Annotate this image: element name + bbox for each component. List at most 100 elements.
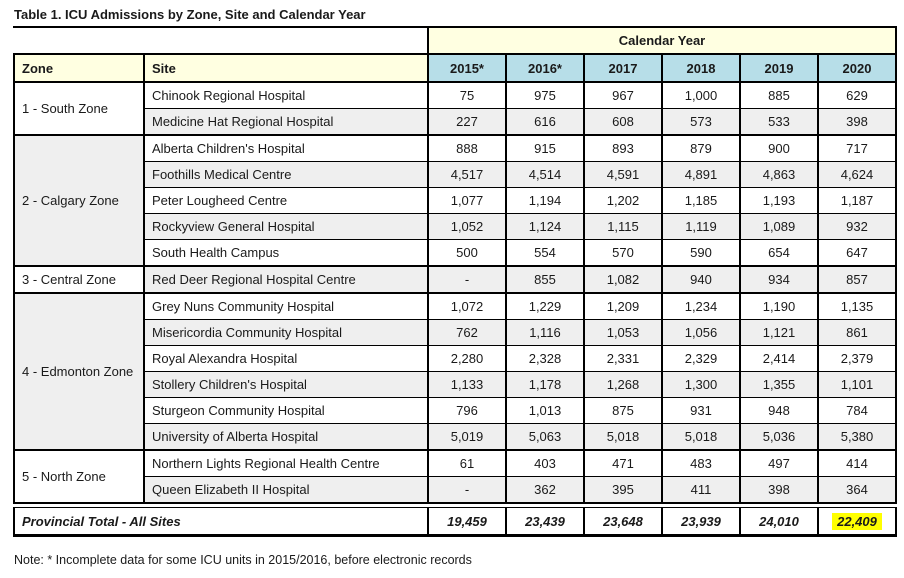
value-cell: 1,190: [739, 292, 819, 320]
zone-cell: 3 - Central Zone: [13, 265, 145, 294]
value-cell: 471: [583, 449, 663, 477]
value-cell: 5,019: [427, 423, 507, 450]
value-cell: 1,116: [505, 319, 585, 346]
value-cell: 1,229: [505, 292, 585, 320]
table-row: South Health Campus 500 554 570 590 654 …: [14, 239, 897, 266]
value-cell: 784: [817, 397, 897, 424]
value-cell: 855: [505, 265, 585, 293]
value-cell: 1,052: [427, 213, 507, 240]
total-value-cell: 23,439: [505, 507, 585, 537]
zone-cell: 2 - Calgary Zone: [13, 134, 145, 267]
site-column-header: Site: [143, 53, 429, 83]
site-cell: Northern Lights Regional Health Centre: [143, 449, 429, 477]
value-cell: 857: [817, 265, 897, 293]
table-row: 5 - North Zone Northern Lights Regional …: [13, 449, 897, 504]
table-row: Medicine Hat Regional Hospital 227 616 6…: [14, 108, 897, 135]
table-row: Stollery Children's Hospital 1,133 1,178…: [14, 371, 897, 398]
value-cell: 1,234: [661, 292, 741, 320]
corner-cell: [14, 28, 428, 54]
value-cell: 1,135: [817, 292, 897, 320]
value-cell: 2,328: [505, 345, 585, 372]
table-title: Table 1. ICU Admissions by Zone, Site an…: [13, 8, 897, 28]
value-cell: 1,178: [505, 371, 585, 398]
value-cell: 398: [817, 108, 897, 135]
value-cell: 893: [583, 134, 663, 162]
value-cell: 5,036: [739, 423, 819, 450]
value-cell: 364: [817, 476, 897, 504]
value-cell: 2,280: [427, 345, 507, 372]
value-cell: 570: [583, 239, 663, 266]
total-value-cell: 24,010: [739, 507, 819, 537]
value-cell: 948: [739, 397, 819, 424]
site-cell: Sturgeon Community Hospital: [143, 397, 429, 424]
value-cell: 1,101: [817, 371, 897, 398]
value-cell: 629: [817, 81, 897, 109]
value-cell: 879: [661, 134, 741, 162]
value-cell: 1,082: [583, 265, 663, 293]
value-cell: 1,133: [427, 371, 507, 398]
value-cell: 931: [661, 397, 741, 424]
calendar-year-header: Calendar Year: [427, 28, 897, 55]
value-cell: 1,300: [661, 371, 741, 398]
value-cell: 5,018: [661, 423, 741, 450]
zone-cell: 1 - South Zone: [13, 81, 145, 136]
value-cell: 875: [583, 397, 663, 424]
value-cell: 573: [661, 108, 741, 135]
icu-admissions-table: Calendar Year Zone Site 2015* 2016* 2017…: [13, 28, 897, 504]
value-cell: 1,209: [583, 292, 663, 320]
table-row: Peter Lougheed Centre 1,077 1,194 1,202 …: [14, 187, 897, 214]
zone-cell: 5 - North Zone: [13, 449, 145, 504]
table-row: 1 - South Zone Chinook Regional Hospital…: [13, 81, 897, 136]
site-cell: Grey Nuns Community Hospital: [143, 292, 429, 320]
value-cell: 1,089: [739, 213, 819, 240]
value-cell: 1,013: [505, 397, 585, 424]
value-cell: 5,063: [505, 423, 585, 450]
value-cell: 1,124: [505, 213, 585, 240]
value-cell: 590: [661, 239, 741, 266]
site-cell: South Health Campus: [143, 239, 429, 266]
value-cell: 4,514: [505, 161, 585, 188]
value-cell: -: [427, 265, 507, 293]
value-cell: 2,331: [583, 345, 663, 372]
value-cell: 554: [505, 239, 585, 266]
table-row: 2 - Calgary Zone Alberta Children's Hosp…: [13, 134, 897, 267]
table-row: Misericordia Community Hospital 762 1,11…: [14, 319, 897, 346]
value-cell: 654: [739, 239, 819, 266]
value-cell: 1,187: [817, 187, 897, 214]
value-cell: 796: [427, 397, 507, 424]
column-header-row: Zone Site 2015* 2016* 2017 2018 2019 202…: [13, 53, 897, 83]
value-cell: 483: [661, 449, 741, 477]
value-cell: 1,077: [427, 187, 507, 214]
value-cell: 497: [739, 449, 819, 477]
total-value-cell: 19,459: [427, 507, 507, 537]
table-row: Royal Alexandra Hospital 2,280 2,328 2,3…: [14, 345, 897, 372]
value-cell: 932: [817, 213, 897, 240]
value-cell: 4,591: [583, 161, 663, 188]
value-cell: 1,056: [661, 319, 741, 346]
value-cell: 967: [583, 81, 663, 109]
value-cell: 2,329: [661, 345, 741, 372]
table-row: University of Alberta Hospital 5,019 5,0…: [14, 423, 897, 450]
value-cell: 2,379: [817, 345, 897, 372]
value-cell: 2,414: [739, 345, 819, 372]
value-cell: 1,000: [661, 81, 741, 109]
site-cell: Peter Lougheed Centre: [143, 187, 429, 214]
year-column-header: 2016*: [505, 53, 585, 83]
site-cell: Chinook Regional Hospital: [143, 81, 429, 109]
value-cell: 762: [427, 319, 507, 346]
value-cell: 411: [661, 476, 741, 504]
value-cell: 915: [505, 134, 585, 162]
value-cell: 1,072: [427, 292, 507, 320]
value-cell: 414: [817, 449, 897, 477]
value-cell: 1,193: [739, 187, 819, 214]
site-cell: Stollery Children's Hospital: [143, 371, 429, 398]
value-cell: 1,194: [505, 187, 585, 214]
value-cell: 1,115: [583, 213, 663, 240]
value-cell: 647: [817, 239, 897, 266]
value-cell: 5,018: [583, 423, 663, 450]
value-cell: 362: [505, 476, 585, 504]
table-row: Sturgeon Community Hospital 796 1,013 87…: [14, 397, 897, 424]
value-cell: 975: [505, 81, 585, 109]
table-row: 4 - Edmonton Zone Grey Nuns Community Ho…: [13, 292, 897, 451]
provincial-total-row: Provincial Total - All Sites 19,459 23,4…: [13, 507, 897, 537]
